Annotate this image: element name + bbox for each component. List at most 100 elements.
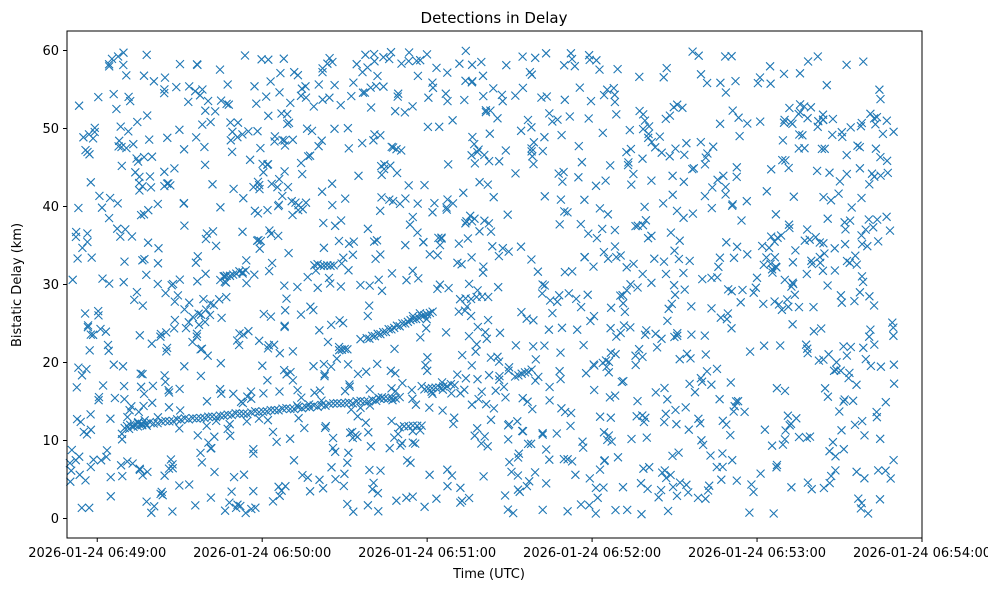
data-point	[707, 380, 716, 390]
data-point	[124, 424, 134, 434]
data-point	[829, 366, 839, 376]
data-point	[301, 402, 311, 412]
data-point	[88, 330, 98, 340]
data-point	[662, 63, 672, 73]
data-point	[156, 329, 166, 339]
data-point	[328, 57, 337, 67]
data-point	[800, 236, 810, 246]
data-point	[387, 142, 397, 152]
data-point	[661, 473, 671, 483]
data-point	[263, 159, 273, 169]
data-point	[791, 413, 801, 423]
data-point	[518, 83, 528, 93]
data-point	[143, 238, 153, 248]
data-point	[210, 467, 219, 477]
data-point	[226, 118, 235, 127]
y-tick-label: 30	[42, 278, 59, 293]
data-point	[461, 76, 470, 86]
data-point	[638, 220, 648, 230]
data-point	[850, 251, 860, 261]
data-point	[620, 307, 630, 317]
data-point	[369, 49, 379, 59]
data-point	[570, 61, 580, 71]
data-point	[889, 360, 899, 370]
data-point	[701, 350, 711, 359]
data-point	[235, 409, 244, 418]
data-point	[282, 369, 291, 379]
data-point	[688, 209, 698, 218]
data-point	[626, 144, 636, 154]
data-point	[794, 130, 804, 139]
data-point	[342, 458, 352, 468]
data-point	[65, 477, 75, 487]
data-point	[795, 100, 805, 109]
data-point	[641, 326, 651, 335]
data-point	[858, 343, 868, 353]
data-point	[527, 365, 536, 374]
data-point	[554, 169, 564, 178]
data-point	[336, 399, 346, 408]
data-point	[595, 412, 605, 422]
data-point	[82, 430, 92, 439]
data-point	[340, 469, 349, 479]
data-point	[828, 437, 838, 447]
data-point	[527, 122, 536, 132]
data-point	[523, 397, 532, 407]
data-point	[387, 325, 396, 334]
data-point	[589, 385, 599, 395]
data-point	[632, 411, 642, 421]
data-point	[857, 231, 866, 240]
data-point	[876, 94, 885, 104]
data-point	[369, 237, 379, 246]
data-point	[736, 297, 746, 307]
data-point	[651, 329, 660, 339]
data-point	[687, 330, 696, 339]
data-point	[682, 138, 691, 148]
data-point	[503, 210, 513, 220]
data-point	[613, 452, 623, 462]
data-point	[666, 470, 675, 480]
data-point	[104, 59, 114, 69]
data-point	[336, 216, 346, 225]
data-point	[293, 70, 303, 80]
data-point	[444, 283, 453, 293]
data-point	[512, 416, 522, 426]
data-point	[694, 414, 703, 424]
data-point	[667, 299, 677, 309]
data-point	[670, 246, 679, 256]
data-point	[755, 73, 765, 82]
data-point	[672, 206, 682, 216]
data-point	[541, 48, 551, 58]
data-point	[467, 400, 477, 410]
data-point	[467, 361, 477, 370]
data-point	[523, 115, 533, 125]
data-point	[206, 117, 215, 127]
data-point	[686, 354, 695, 363]
data-point	[772, 462, 781, 472]
data-point	[326, 261, 335, 271]
data-point	[511, 341, 521, 350]
data-point	[818, 115, 828, 124]
data-point	[762, 186, 772, 196]
data-point	[107, 54, 117, 64]
data-point	[136, 210, 146, 220]
data-point	[766, 232, 776, 241]
data-point	[487, 241, 497, 251]
data-point	[385, 443, 395, 453]
data-point	[289, 455, 299, 465]
data-point	[537, 93, 546, 102]
data-point	[358, 88, 368, 98]
data-point	[809, 302, 818, 312]
data-point	[158, 490, 168, 500]
data-point	[545, 396, 554, 405]
data-point	[503, 505, 513, 514]
data-point	[168, 279, 178, 289]
data-point	[71, 455, 81, 465]
data-point	[552, 429, 562, 438]
data-point	[132, 287, 142, 297]
data-point	[866, 109, 875, 119]
data-point	[74, 363, 83, 372]
data-point	[104, 62, 114, 71]
data-point	[264, 266, 274, 276]
data-point	[138, 301, 148, 310]
